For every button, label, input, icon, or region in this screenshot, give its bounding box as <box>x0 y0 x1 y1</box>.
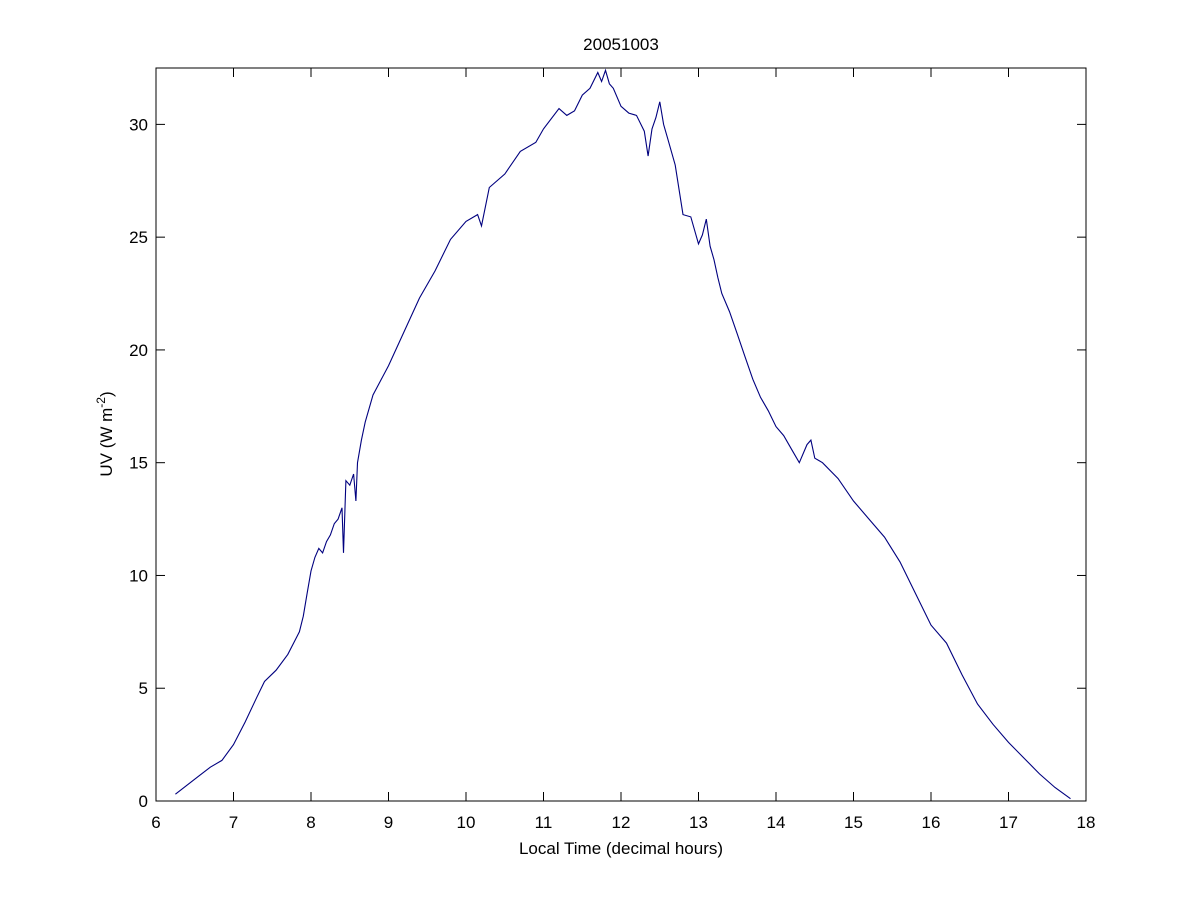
y-axis-label: UV (W m-2) <box>94 391 116 476</box>
y-tick-label: 15 <box>129 454 148 473</box>
x-tick-label: 13 <box>689 813 708 832</box>
y-tick-label: 30 <box>129 115 148 134</box>
x-tick-label: 15 <box>844 813 863 832</box>
y-axis-ticks: 0 5 10 15 20 25 30 <box>129 115 1086 811</box>
x-tick-label: 14 <box>767 813 786 832</box>
y-tick-label: 20 <box>129 341 148 360</box>
chart-title: 20051003 <box>583 35 659 54</box>
x-tick-label: 11 <box>535 813 553 832</box>
y-axis-label-suffix: ) <box>97 391 116 397</box>
x-tick-label: 16 <box>922 813 941 832</box>
x-tick-label: 9 <box>384 813 393 832</box>
x-tick-label: 8 <box>306 813 315 832</box>
y-axis-label-exponent: -2 <box>94 397 108 408</box>
y-axis-label-main: UV (W m <box>97 408 116 477</box>
plot-area <box>155 67 1087 802</box>
y-tick-label: 10 <box>129 566 148 585</box>
y-tick-label: 0 <box>139 792 148 811</box>
x-tick-label: 7 <box>229 813 238 832</box>
x-tick-label: 12 <box>612 813 631 832</box>
y-tick-label: 5 <box>139 679 148 698</box>
uv-series-line <box>175 68 1071 800</box>
x-axis-ticks: 6 7 8 9 10 11 12 13 14 15 16 17 18 <box>151 68 1095 832</box>
x-tick-label: 18 <box>1077 813 1096 832</box>
x-tick-label: 6 <box>151 813 160 832</box>
x-tick-label: 10 <box>457 813 476 832</box>
x-axis-label: Local Time (decimal hours) <box>519 839 723 858</box>
y-tick-label: 25 <box>129 228 148 247</box>
x-tick-label: 17 <box>999 813 1018 832</box>
